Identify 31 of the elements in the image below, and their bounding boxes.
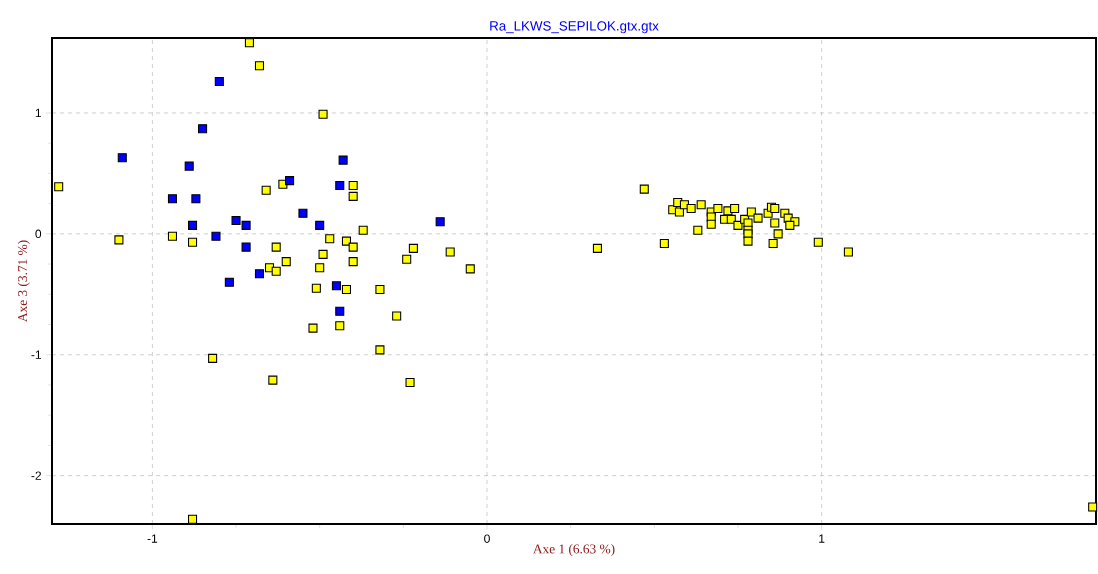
point xyxy=(315,220,325,230)
point xyxy=(117,153,127,163)
y-tick-label: -2 xyxy=(31,471,41,480)
x-tick-label: 0 xyxy=(484,534,490,543)
chart-title: Ra_LKWS_SEPILOK.gtx.gtx xyxy=(490,21,659,34)
point xyxy=(254,269,264,279)
point xyxy=(184,161,194,171)
point xyxy=(241,220,251,230)
point xyxy=(191,194,201,204)
x-tick-label: 1 xyxy=(819,534,825,543)
point xyxy=(435,217,445,227)
point xyxy=(231,216,241,226)
y-tick-label: 1 xyxy=(35,108,42,118)
x-axis-title: Axe 1 (6.63 %) xyxy=(533,544,615,557)
point xyxy=(285,176,295,186)
point xyxy=(338,155,348,165)
point xyxy=(167,194,178,204)
y-tick-label: 0 xyxy=(35,229,42,239)
x-tick-label: -1 xyxy=(147,534,158,543)
point xyxy=(241,242,251,252)
point xyxy=(335,180,345,191)
point xyxy=(298,208,308,218)
y-tick-label: -1 xyxy=(31,350,42,359)
point xyxy=(198,124,208,134)
point xyxy=(211,231,221,241)
y-axis-title: Axe 3 (3.71 %) xyxy=(17,240,30,322)
point xyxy=(331,281,341,291)
point xyxy=(335,306,345,316)
point xyxy=(214,76,224,87)
point xyxy=(188,220,198,230)
point xyxy=(224,277,234,287)
